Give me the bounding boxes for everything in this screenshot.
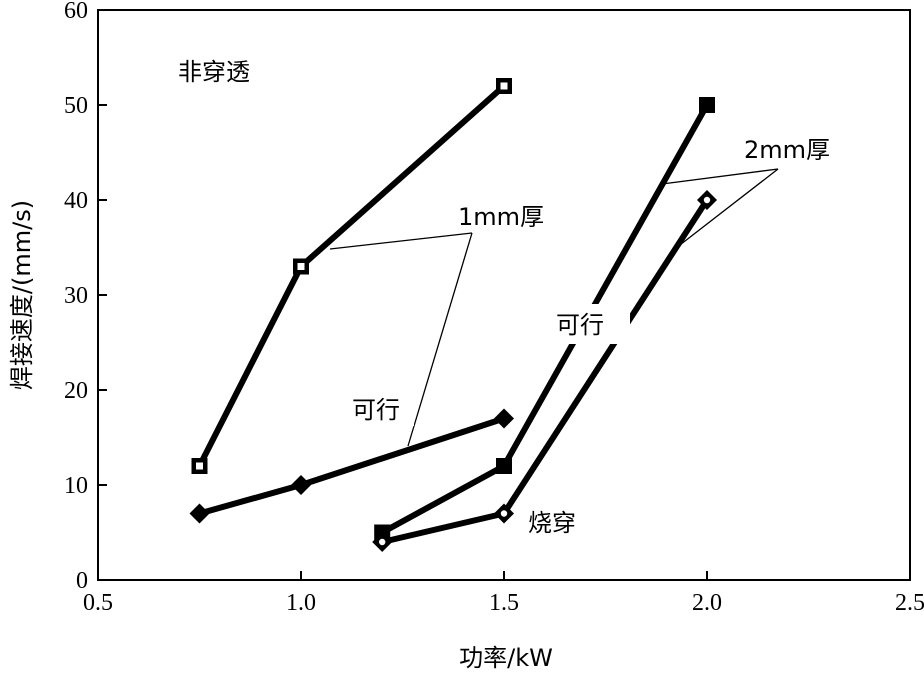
annotation-feasible-2mm-bg <box>552 304 630 344</box>
annotation-feasible-1mm-bg <box>348 392 414 426</box>
y-tick-label: 0 <box>76 568 88 594</box>
axis-ticks <box>97 9 911 581</box>
annotation-1mm-thickness: 1mm厚 <box>458 203 544 231</box>
data-point-hole <box>196 462 203 470</box>
series-line <box>380 103 710 536</box>
annotation-burn-through: 烧穿 <box>528 509 576 537</box>
data-point <box>699 97 715 113</box>
data-point <box>494 408 514 429</box>
annotation-feasible-1mm: 可行 <box>352 396 400 424</box>
leader-2mm-lower <box>675 168 779 249</box>
x-axis-label: 功率/kW <box>459 644 553 672</box>
y-tick-label: 50 <box>64 93 88 119</box>
annotations: 非穿透 1mm厚 可行 2mm厚 可行 烧穿 <box>178 58 830 537</box>
series-4 <box>372 190 717 552</box>
y-tick-label: 20 <box>64 378 88 404</box>
x-tick-label: 1.5 <box>489 590 519 616</box>
data-point <box>496 458 512 474</box>
annotation-leaders <box>329 168 779 447</box>
annotation-non-penetration: 非穿透 <box>178 58 250 86</box>
leader-1mm-upper <box>329 232 473 250</box>
x-tick-label: 2.0 <box>692 590 722 616</box>
annotation-feasible-2mm: 可行 <box>556 311 604 339</box>
y-tick-label: 60 <box>64 0 88 24</box>
tick-labels: 0.5 1.0 1.5 2.0 2.5 0 10 20 30 40 50 60 <box>64 0 924 616</box>
y-tick-label: 30 <box>64 283 88 309</box>
data-point-hole <box>379 538 386 546</box>
y-tick-label: 40 <box>64 188 88 214</box>
annotation-2mm-thickness: 2mm厚 <box>744 136 830 164</box>
y-axis-label: 焊接速度/(mm/s) <box>8 200 36 390</box>
x-tick-label: 0.5 <box>83 590 113 616</box>
series-2 <box>189 408 514 524</box>
y-tick-label: 10 <box>64 473 88 499</box>
data-point-hole <box>500 510 508 517</box>
x-tick-label: 2.5 <box>895 590 924 616</box>
x-tick-label: 1.0 <box>286 590 316 616</box>
data-point <box>189 503 210 524</box>
plot-frame <box>97 9 911 581</box>
leader-2mm-upper <box>661 168 779 185</box>
series-line <box>198 415 505 517</box>
series-layer <box>189 78 717 552</box>
series-3 <box>374 97 715 541</box>
series-1 <box>191 78 512 474</box>
data-point <box>291 475 311 495</box>
leader-1mm-lower <box>407 232 473 447</box>
data-point-hole <box>500 82 508 90</box>
data-point-hole <box>703 196 711 204</box>
data-point-hole <box>297 263 305 270</box>
